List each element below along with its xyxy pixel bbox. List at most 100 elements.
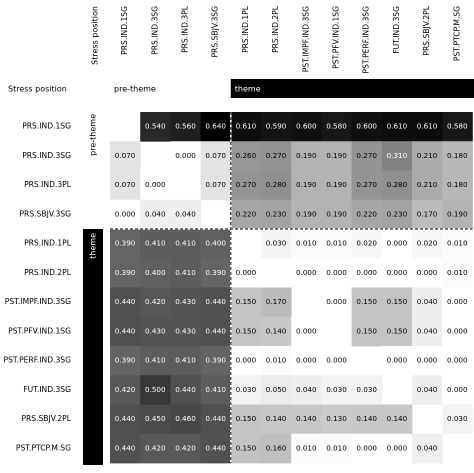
cell-value-label: 0.310: [387, 151, 408, 160]
cell-value-label: 0.220: [236, 209, 257, 218]
heatmap-cell: [170, 229, 201, 259]
cell-value-label: 0.390: [205, 356, 226, 365]
cell-value-label: 0.260: [236, 151, 257, 160]
heatmap-cell: [412, 346, 443, 376]
heatmap-cell: [412, 316, 443, 347]
heatmap-cell: [321, 141, 352, 171]
stress-position-row-label: Stress position: [8, 85, 67, 94]
cell-value-label: 0.040: [417, 326, 438, 335]
heatmap-cell: [140, 316, 171, 347]
cell-value-label: 0.610: [417, 122, 438, 131]
cell-value-label: 0.610: [236, 122, 257, 131]
heatmap-cell: [321, 170, 352, 201]
cell-value-label: 0.000: [387, 239, 408, 248]
heatmap-cell: [140, 112, 171, 142]
group-separators: [110, 112, 473, 463]
cell-value-label: 0.640: [205, 122, 226, 131]
heatmap-cell: [261, 287, 292, 318]
cell-value-label: 0.410: [175, 239, 196, 248]
cell-value-label: 0.460: [175, 414, 196, 423]
row-label: PRS.SBJV.2PL: [21, 414, 71, 423]
stress-position-row: Stress position pre-theme theme: [8, 79, 474, 98]
cell-value-label: 0.150: [236, 297, 257, 306]
cell-value-label: 0.000: [296, 268, 317, 277]
cell-value-label: 0.010: [326, 239, 347, 248]
heatmap-cell: [110, 433, 141, 464]
cell-value-label: 0.420: [145, 443, 166, 452]
cell-value-label: 0.270: [266, 151, 287, 160]
heatmap-cell: [321, 375, 352, 405]
cell-value-label: 0.390: [115, 239, 136, 248]
cell-value-label: 0.600: [296, 122, 317, 131]
heatmap-cell: [291, 404, 322, 435]
column-label: PRS.SBJV.2PL: [422, 5, 431, 55]
cell-value-label: 0.000: [356, 268, 377, 277]
cell-value-label: 0.430: [145, 326, 166, 335]
cell-value-label: 0.270: [356, 151, 377, 160]
cell-value-label: 0.000: [387, 268, 408, 277]
column-label: PST.IMPF.IND.3SG: [301, 6, 310, 72]
cell-value-label: 0.040: [296, 385, 317, 394]
heatmap-cells: 0.540 0.560 0.640 0.610 0.590 0.600 0.580 0.600…: [110, 112, 473, 464]
cell-value-label: 0.070: [205, 151, 226, 160]
cell-value-label: 0.430: [175, 326, 196, 335]
cell-value-label: 0.420: [175, 443, 196, 452]
heatmap-cell: [321, 346, 352, 376]
cell-value-label: 0.000: [387, 443, 408, 452]
row-label: PST.PFV.IND.1SG: [8, 326, 71, 335]
cell-value-label: 0.170: [266, 297, 287, 306]
heatmap-cell: [321, 258, 352, 288]
heatmap-cell: [170, 287, 201, 318]
heatmap-cell: [442, 316, 473, 347]
cell-value-label: 0.430: [175, 297, 196, 306]
row-label: FUT.IND.3SG: [23, 385, 71, 394]
heatmap-cell: [140, 404, 171, 435]
cell-value-label: 0.130: [326, 414, 347, 423]
cell-value-label: 0.000: [447, 326, 468, 335]
heatmap-cell: [351, 404, 383, 435]
heatmap-cell: [140, 287, 171, 318]
heatmap-cell: [381, 258, 413, 288]
cell-value-label: 0.040: [417, 297, 438, 306]
heatmap-cell: [230, 375, 262, 405]
cell-value-label: 0.440: [115, 297, 136, 306]
heatmap-cell: [381, 404, 413, 435]
heatmap-cell: [351, 112, 383, 142]
cell-value-label: 0.010: [296, 443, 317, 452]
cell-value-label: 0.190: [296, 209, 317, 218]
heatmap-cell: [412, 258, 443, 288]
stress-position-column-header: Stress position: [91, 6, 100, 65]
cell-value-label: 0.000: [447, 356, 468, 365]
cell-value-label: 0.390: [115, 268, 136, 277]
heatmap-cell: [442, 229, 473, 259]
cell-value-label: 0.000: [326, 268, 347, 277]
heatmap-cell: [291, 346, 322, 376]
heatmap-cell: [230, 346, 262, 376]
cell-value-label: 0.040: [417, 385, 438, 394]
cell-value-label: 0.140: [296, 414, 317, 423]
cell-value-label: 0.000: [387, 356, 408, 365]
cell-value-label: 0.590: [266, 122, 287, 131]
heatmap-cell: [261, 375, 292, 405]
row-label: PRS.IND.3PL: [24, 180, 72, 189]
cell-value-label: 0.280: [266, 180, 287, 189]
heatmap-cell: [230, 433, 262, 464]
cell-value-label: 0.180: [447, 151, 468, 160]
heatmap-cell: [200, 229, 232, 259]
heatmap-cell: [321, 229, 352, 259]
heatmap-cell: [200, 112, 232, 142]
cell-value-label: 0.540: [145, 122, 166, 131]
heatmap-cell: [321, 287, 352, 318]
cell-value-label: 0.410: [175, 268, 196, 277]
cell-value-label: 0.190: [326, 151, 347, 160]
heatmap-cell: [442, 112, 473, 142]
heatmap-cell: [230, 258, 262, 288]
heatmap-cell: [381, 346, 413, 376]
heatmap-cell: [291, 375, 322, 405]
column-labels: Stress position PRS.IND.1SG PRS.IND.3SG PRS…: [91, 5, 462, 73]
heatmap-cell: [200, 375, 232, 405]
heatmap-cell: [412, 229, 443, 259]
cell-value-label: 0.010: [296, 239, 317, 248]
heatmap-cell: [381, 229, 413, 259]
heatmap-cell: [110, 404, 141, 435]
